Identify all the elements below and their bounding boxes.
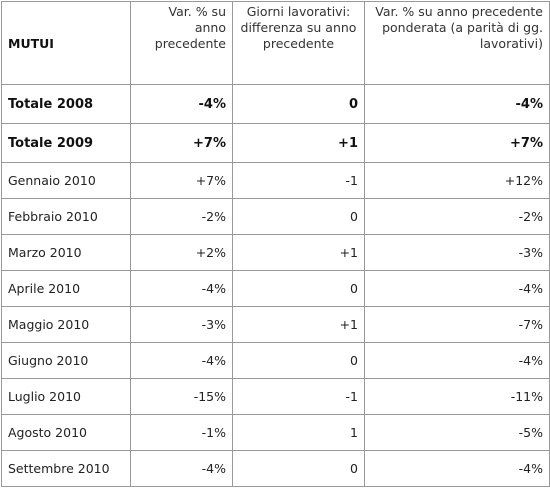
table-row: Totale 2008 -4% 0 -4% (1, 84, 550, 124)
cell: +7% (364, 123, 550, 163)
table-row: Luglio 2010 -15% -1 -11% (1, 378, 550, 415)
cell: +1 (232, 234, 365, 271)
cell: -4% (364, 450, 550, 487)
cell: -11% (364, 378, 550, 415)
cell: -4% (364, 84, 550, 124)
cell: -4% (130, 342, 233, 379)
cell: +1 (232, 123, 365, 163)
row-label: Gennaio 2010 (1, 162, 131, 199)
table-row: Agosto 2010 -1% 1 -5% (1, 414, 550, 451)
table-row: Settembre 2010 -4% 0 -4% (1, 450, 550, 487)
cell: +2% (130, 234, 233, 271)
table-row: Febbraio 2010 -2% 0 -2% (1, 198, 550, 235)
cell: -4% (130, 450, 233, 487)
header-cell: Giorni lavorativi: differenza su anno pr… (232, 1, 365, 85)
table-row: Marzo 2010 +2% +1 -3% (1, 234, 550, 271)
row-label: Settembre 2010 (1, 450, 131, 487)
cell: 0 (232, 270, 365, 307)
row-label: Maggio 2010 (1, 306, 131, 343)
table-row: Maggio 2010 -3% +1 -7% (1, 306, 550, 343)
cell: +7% (130, 162, 233, 199)
cell: -1 (232, 162, 365, 199)
row-label: Totale 2008 (1, 84, 131, 124)
cell: 1 (232, 414, 365, 451)
header-row: MUTUI Var. % su anno precedente Giorni lav… (1, 1, 550, 85)
cell: -4% (364, 270, 550, 307)
row-label: Giugno 2010 (1, 342, 131, 379)
table-header: MUTUI Var. % su anno precedente Giorni lav… (1, 1, 550, 85)
table-row: Aprile 2010 -4% 0 -4% (1, 270, 550, 307)
row-label: Agosto 2010 (1, 414, 131, 451)
cell: -5% (364, 414, 550, 451)
cell: -4% (130, 270, 233, 307)
row-label: Totale 2009 (1, 123, 131, 163)
cell: -2% (130, 198, 233, 235)
cell: -3% (130, 306, 233, 343)
cell: -3% (364, 234, 550, 271)
cell: -1 (232, 378, 365, 415)
table-row: Totale 2009 +7% +1 +7% (1, 123, 550, 163)
row-label: Marzo 2010 (1, 234, 131, 271)
header-cell: Var. % su anno precedente (130, 1, 233, 85)
table-row: Giugno 2010 -4% 0 -4% (1, 342, 550, 379)
cell: -7% (364, 306, 550, 343)
header-cell: MUTUI (1, 1, 131, 85)
cell: 0 (232, 342, 365, 379)
row-label: Aprile 2010 (1, 270, 131, 307)
cell: -4% (130, 84, 233, 124)
cell: 0 (232, 450, 365, 487)
cell: +7% (130, 123, 233, 163)
row-label: Luglio 2010 (1, 378, 131, 415)
cell: -2% (364, 198, 550, 235)
cell: 0 (232, 198, 365, 235)
cell: -15% (130, 378, 233, 415)
cell: -1% (130, 414, 233, 451)
cell: +12% (364, 162, 550, 199)
cell: +1 (232, 306, 365, 343)
table-row: Gennaio 2010 +7% -1 +12% (1, 162, 550, 199)
cell: 0 (232, 84, 365, 124)
header-cell: Var. % su anno precedente ponderata (a p… (364, 1, 550, 85)
table-body: Totale 2008 -4% 0 -4% Totale 2009 +7% +1 +7% Gen… (1, 84, 550, 487)
cell: -4% (364, 342, 550, 379)
row-label: Febbraio 2010 (1, 198, 131, 235)
